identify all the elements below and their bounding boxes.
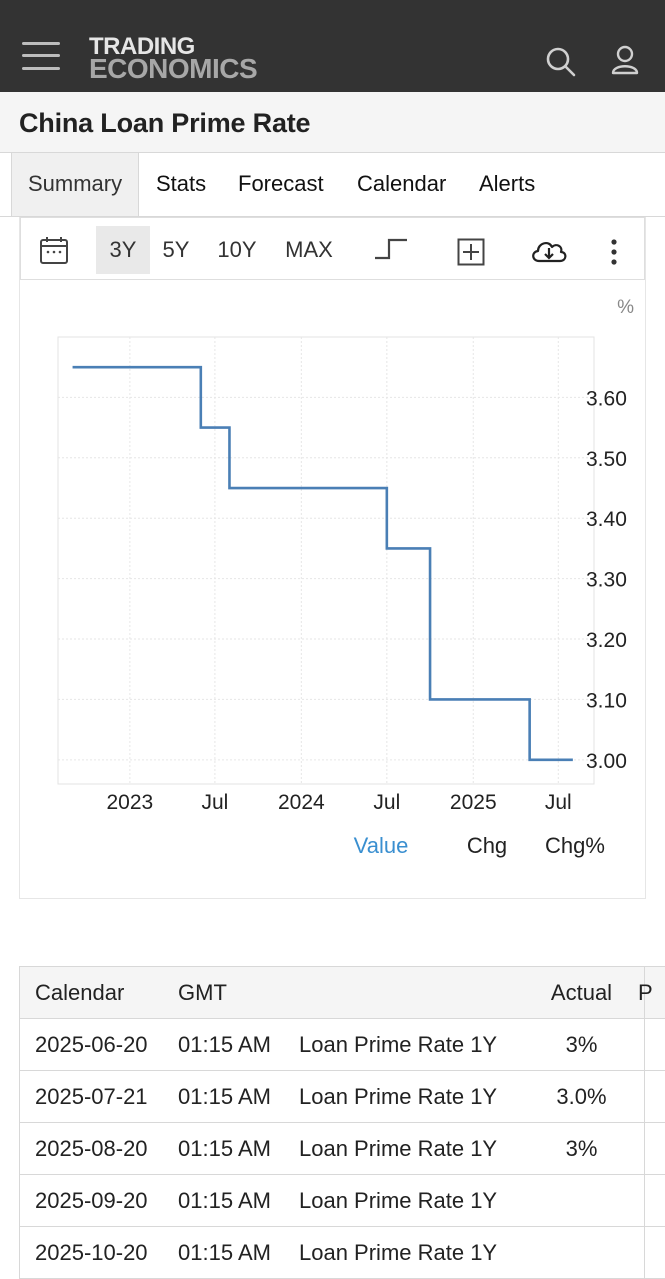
- range-3y-button[interactable]: 3Y: [96, 226, 150, 274]
- row-actual: 3%: [565, 1136, 598, 1161]
- logo[interactable]: TRADING ECONOMICS: [89, 33, 258, 85]
- row-time: 01:15 AM: [178, 1032, 271, 1057]
- logo-line2: ECONOMICS: [89, 53, 258, 85]
- row-date: 2025-09-20: [35, 1188, 148, 1213]
- page-title: China Loan Prime Rate: [19, 108, 311, 138]
- y-tick-label: 3.10: [586, 689, 627, 712]
- row-actual: [534, 1227, 629, 1279]
- x-tick-label: Jul: [545, 791, 572, 814]
- row-actual: 3%: [565, 1032, 598, 1057]
- title-bar: China Loan Prime Rate: [0, 92, 665, 153]
- row-date: 2025-07-21: [35, 1084, 148, 1109]
- column-divider: [644, 1071, 645, 1123]
- row-event[interactable]: Loan Prime Rate 1Y: [299, 1084, 498, 1109]
- row-time: 01:15 AM: [178, 1240, 271, 1265]
- legend-chg-button[interactable]: Chg: [467, 833, 507, 858]
- download-icon[interactable]: [529, 237, 569, 265]
- row-actual: 3.0%: [556, 1084, 607, 1109]
- column-divider: [644, 1123, 645, 1175]
- column-divider: [644, 967, 645, 1019]
- y-tick-label: 3.60: [586, 387, 627, 410]
- x-tick-label: 2025: [450, 791, 497, 814]
- row-date: 2025-06-20: [35, 1032, 148, 1057]
- tab-stats[interactable]: Stats: [156, 171, 207, 196]
- row-time: 01:15 AM: [178, 1188, 271, 1213]
- table-header-row: Calendar GMT Actual P: [20, 967, 665, 1019]
- tab-summary[interactable]: Summary: [11, 153, 140, 216]
- y-axis-unit: %: [617, 297, 634, 318]
- y-tick-label: 3.30: [586, 569, 627, 592]
- y-tick-label: 3.40: [586, 508, 627, 531]
- calendar-icon[interactable]: [39, 235, 69, 265]
- row-time: 01:15 AM: [178, 1084, 271, 1109]
- table-row[interactable]: 2025-06-20 01:15 AM Loan Prime Rate 1Y 3…: [20, 1019, 665, 1071]
- row-time: 01:15 AM: [178, 1136, 271, 1161]
- table-row[interactable]: 2025-08-20 01:15 AM Loan Prime Rate 1Y 3…: [20, 1123, 665, 1175]
- row-date: 2025-10-20: [35, 1240, 148, 1265]
- legend-value-button[interactable]: Value: [354, 833, 409, 858]
- plot-frame: [57, 336, 595, 785]
- x-tick-label: Jul: [373, 791, 400, 814]
- column-header-actual: Actual: [550, 980, 613, 1005]
- column-header-calendar: Calendar: [35, 980, 125, 1005]
- row-date: 2025-08-20: [35, 1136, 148, 1161]
- range-5y-button[interactable]: 5Y: [162, 237, 190, 262]
- x-tick-label: Jul: [201, 791, 228, 814]
- column-header-gmt: GMT: [178, 980, 227, 1005]
- tab-alerts[interactable]: Alerts: [479, 171, 536, 196]
- legend-chg-pct-button[interactable]: Chg%: [545, 833, 605, 858]
- table-row[interactable]: 2025-09-20 01:15 AM Loan Prime Rate 1Y: [20, 1175, 665, 1227]
- top-navigation-bar: TRADING ECONOMICS: [0, 0, 665, 92]
- column-header-previous: P: [638, 980, 653, 1005]
- loan-prime-rate-chart: 3.60 3.50 3.40 3.30 3.20 3.10 3.00 2023 Jul 2024 J…: [57, 297, 634, 858]
- y-tick-label: 3.20: [586, 629, 627, 652]
- series-line: [72, 365, 573, 762]
- chart-toolbar: 3Y 5Y 10Y MAX: [20, 217, 645, 280]
- x-tick-label: 2024: [278, 791, 325, 814]
- y-tick-label: 3.00: [586, 750, 627, 773]
- tab-forecast[interactable]: Forecast: [238, 171, 324, 196]
- column-divider: [644, 1227, 645, 1279]
- search-icon[interactable]: [545, 46, 577, 78]
- tab-calendar[interactable]: Calendar: [357, 171, 447, 196]
- range-max-button[interactable]: MAX: [285, 237, 333, 262]
- row-event[interactable]: Loan Prime Rate 1Y: [299, 1136, 498, 1161]
- chart-card: 3Y 5Y 10Y MAX 3.60 3.50 3.40 3.30 3.20 3.10 3.…: [19, 217, 646, 899]
- table-row[interactable]: 2025-07-21 01:15 AM Loan Prime Rate 1Y 3…: [20, 1071, 665, 1123]
- more-options-icon[interactable]: [609, 238, 619, 266]
- column-divider: [644, 1175, 645, 1227]
- menu-icon[interactable]: [22, 40, 60, 72]
- add-compare-icon[interactable]: [457, 238, 485, 266]
- column-divider: [644, 1019, 645, 1071]
- row-event[interactable]: Loan Prime Rate 1Y: [299, 1240, 498, 1265]
- row-event[interactable]: Loan Prime Rate 1Y: [299, 1188, 498, 1213]
- step-line-icon[interactable]: [373, 236, 409, 262]
- calendar-table: Calendar GMT Actual P 2025-06-20 01:15 A…: [19, 966, 665, 1279]
- user-icon[interactable]: [609, 44, 641, 76]
- tab-bar: Summary Stats Forecast Calendar Alerts: [0, 153, 665, 217]
- row-actual: [534, 1175, 629, 1227]
- range-10y-button[interactable]: 10Y: [217, 237, 257, 262]
- row-event[interactable]: Loan Prime Rate 1Y: [299, 1032, 498, 1057]
- x-tick-label: 2023: [107, 791, 154, 814]
- logo-line1: TRADING: [89, 33, 195, 60]
- table-row[interactable]: 2025-10-20 01:15 AM Loan Prime Rate 1Y: [20, 1227, 665, 1279]
- y-tick-label: 3.50: [586, 448, 627, 471]
